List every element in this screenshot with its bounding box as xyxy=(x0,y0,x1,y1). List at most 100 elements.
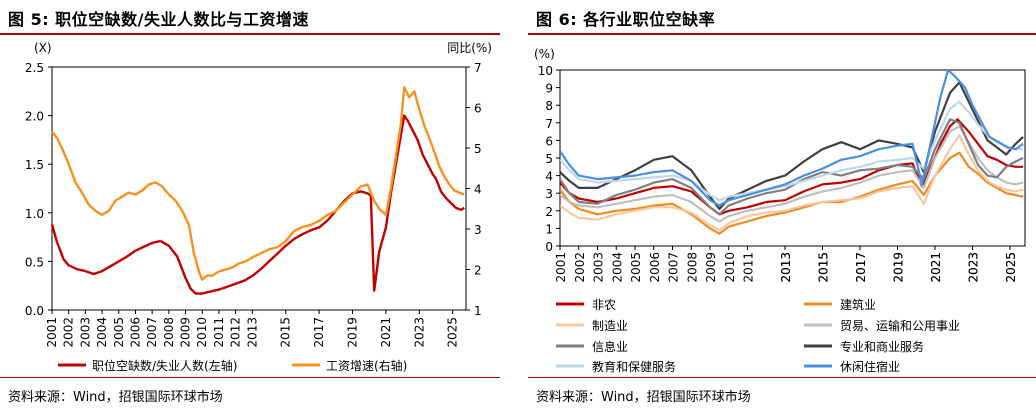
series-line-3 xyxy=(560,125,1024,223)
x-axis-tick-label: 2009 xyxy=(179,317,193,348)
y-axis-tick-label: 9 xyxy=(545,82,553,96)
x-axis-tick-label: 2017 xyxy=(312,317,326,348)
y-axis-tick-label: 10 xyxy=(538,64,553,78)
x-axis-tick-label: 2005 xyxy=(112,317,126,348)
x-axis-tick-label: 2010 xyxy=(195,317,209,348)
y-axis-tick-label: 5 xyxy=(545,152,553,166)
left-axis-tick-label: 1.5 xyxy=(25,158,44,172)
series-line-0 xyxy=(50,114,465,295)
legend-label: 休闲住宿业 xyxy=(840,359,900,374)
x-axis-tick-label: 2001 xyxy=(554,252,568,283)
source-note: 资料来源：Wind，招银国际环球市场 xyxy=(536,390,751,405)
x-axis-tick-label: 2019 xyxy=(892,252,906,283)
x-axis-tick-label: 2025 xyxy=(1004,252,1018,283)
right-axis-tick-label: 6 xyxy=(474,102,482,116)
legend-label: 专业和商业服务 xyxy=(840,339,924,354)
right-axis-tick-label: 3 xyxy=(474,223,482,237)
legend-label: 职位空缺数/失业人数(左轴) xyxy=(92,358,237,373)
x-axis-tick-label: 2007 xyxy=(667,252,681,283)
right-axis-tick-label: 5 xyxy=(474,142,482,156)
y-axis-tick-label: 8 xyxy=(545,99,553,113)
x-axis-tick-label: 2005 xyxy=(629,252,643,283)
right-axis-tick-label: 7 xyxy=(474,61,482,75)
x-axis-tick-label: 2013 xyxy=(779,252,793,283)
x-axis-tick-label: 2021 xyxy=(379,317,393,348)
x-axis-tick-label: 2013 xyxy=(779,252,793,283)
left-axis-tick-label: 0.5 xyxy=(25,255,44,269)
industry-vacancy-chart: (%) 0 1 2 3 4 5 6 7 8 9 10 2001 2003 2005 2007 2009 2011 2… xyxy=(534,47,1026,374)
x-axis-tick-label: 2017 xyxy=(854,252,868,283)
right-axis-tick-label: 2 xyxy=(474,264,482,278)
left-axis-unit: (X) xyxy=(34,41,52,55)
x-axis-tick-label: 2002 xyxy=(62,317,76,348)
legend-label: 教育和保健服务 xyxy=(592,359,676,374)
x-axis-tick-label: 2019 xyxy=(892,252,906,283)
x-axis-tick-label: 2021 xyxy=(929,252,943,283)
x-axis-tick-label: 2001 xyxy=(45,317,59,348)
x-axis-tick-label: 2021 xyxy=(929,252,943,283)
x-axis-tick-label: 2017 xyxy=(854,252,868,283)
left-axis-tick-label: 2.0 xyxy=(25,110,44,124)
y-axis-unit: (%) xyxy=(534,47,555,61)
series-line-2 xyxy=(560,134,1024,232)
legend-label: 非农 xyxy=(592,298,616,312)
figure-6-panel: 图 6: 各行业职位空缺率 (%) 0 1 2 3 4 5 6 7 8 9 10 2001 2003 200… xyxy=(528,0,1036,413)
x-axis-tick-label: 2006 xyxy=(648,252,662,283)
x-axis-tick-label: 2019 xyxy=(345,317,359,348)
right-axis-unit: 同比(%) xyxy=(447,41,492,55)
right-axis-tick-label: 1 xyxy=(474,304,482,318)
x-axis-tick-label: 2004 xyxy=(610,252,624,283)
x-axis-tick-label: 2023 xyxy=(967,252,981,283)
x-axis-tick-label: 2009 xyxy=(704,252,718,283)
left-axis-tick-label: 1.0 xyxy=(25,207,44,221)
x-axis-tick-label: 2007 xyxy=(145,317,159,348)
x-axis-tick-label: 2011 xyxy=(742,252,756,283)
y-axis-tick-label: 6 xyxy=(545,134,553,148)
x-axis-tick-label: 2004 xyxy=(95,317,109,348)
figure-title: 图 6: 各行业职位空缺率 xyxy=(536,10,716,29)
source-rule xyxy=(0,377,500,378)
x-axis-tick-label: 2023 xyxy=(967,252,981,283)
y-axis-tick-label: 4 xyxy=(545,170,553,184)
series-line-1 xyxy=(51,86,465,281)
x-axis-tick-label: 2025 xyxy=(1004,252,1018,283)
source-note: 资料来源：Wind，招银国际环球市场 xyxy=(8,390,223,405)
x-axis-tick-label: 2015 xyxy=(817,252,831,283)
figure-5-panel: 图 5: 职位空缺数/失业人数比与工资增速 0.0 0.5 1.0 1.5 2.0 2.5… xyxy=(0,0,500,413)
series-line-4 xyxy=(560,118,1024,216)
series-line-6 xyxy=(560,100,1024,202)
x-axis-tick-label: 2008 xyxy=(162,317,176,348)
title-rule xyxy=(0,33,500,35)
x-axis-tick-label: 2015 xyxy=(279,317,293,348)
left-axis-tick-label: 0.0 xyxy=(25,304,44,318)
x-axis-tick-label: 2023 xyxy=(412,317,426,348)
x-axis-tick-label: 2006 xyxy=(128,317,142,348)
legend-label: 信息业 xyxy=(592,339,628,354)
series-line-0 xyxy=(560,118,1024,216)
series-line-5 xyxy=(560,81,1024,211)
left-axis-tick-label: 2.5 xyxy=(25,61,44,75)
x-axis-tick-label: 2010 xyxy=(723,252,737,283)
figure-title: 图 5: 职位空缺数/失业人数比与工资增速 xyxy=(8,10,310,29)
series-line-1 xyxy=(560,151,1024,235)
x-axis-tick-label: 2003 xyxy=(78,317,92,348)
y-axis-tick-label: 1 xyxy=(545,222,553,236)
legend-label: 制造业 xyxy=(592,319,628,333)
x-axis-tick-label: 2025 xyxy=(446,317,460,348)
legend-label: 建筑业 xyxy=(840,297,876,312)
series-line-7 xyxy=(560,70,1024,207)
x-axis-tick-label: 2015 xyxy=(817,252,831,283)
x-axis-tick-label: 2002 xyxy=(573,252,587,283)
title-rule xyxy=(528,33,1036,35)
legend-label: 工资增速(右轴) xyxy=(326,358,407,373)
x-axis-tick-label: 2012 xyxy=(229,317,243,348)
y-axis-tick-label: 3 xyxy=(545,187,553,201)
y-axis-tick-label: 0 xyxy=(545,240,553,254)
x-axis-tick-label: 2008 xyxy=(685,252,699,283)
legend-label: 贸易、运输和公用事业 xyxy=(840,318,960,333)
x-axis-tick-label: 2011 xyxy=(212,317,226,348)
x-axis-tick-label: 2003 xyxy=(592,252,606,283)
x-axis-tick-label: 2013 xyxy=(245,317,259,348)
y-axis-tick-label: 7 xyxy=(545,117,553,131)
